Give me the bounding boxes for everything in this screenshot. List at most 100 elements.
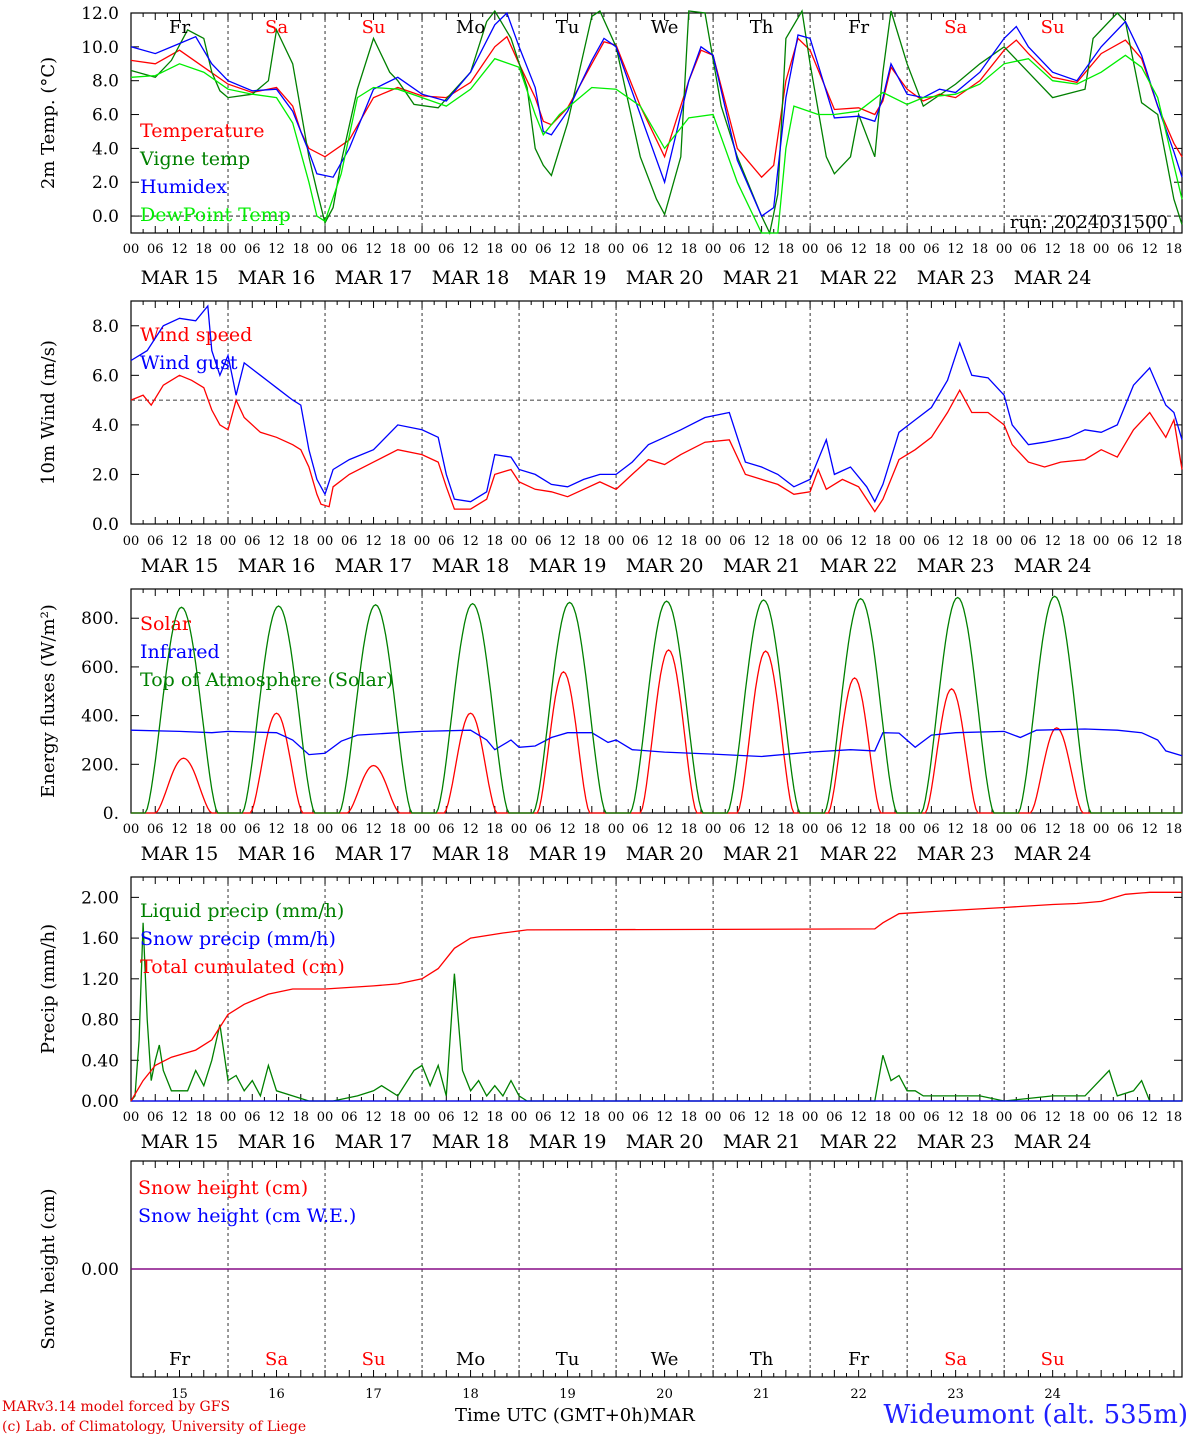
weekday-label-bottom: Tu [556, 1349, 580, 1370]
panel-3-frame [130, 588, 1183, 814]
y-tick-label: 0.0 [92, 515, 119, 535]
y-tick-label: 1.60 [81, 929, 119, 949]
hour-label: 12 [850, 534, 867, 549]
hour-label: 06 [244, 534, 261, 549]
date-label: MAR 22 [820, 555, 898, 577]
y-axis-label: Energy fluxes (W/m²) [38, 604, 59, 798]
hour-label: 00 [511, 242, 528, 257]
series-line-dewpoint-temp [130, 54, 1183, 234]
hour-label: 18 [1069, 534, 1086, 549]
model-credit: MARv3.14 model forced by GFS [2, 1399, 231, 1415]
legend-entry: Top of Atmosphere (Solar) [140, 669, 393, 691]
time-axis-label: Time UTC (GMT+0h) [455, 1405, 650, 1426]
weekday-label-bottom: Sa [265, 1349, 288, 1370]
series-line-wind-speed [130, 374, 1183, 513]
hour-label: 06 [1020, 1110, 1037, 1125]
hour-label: 00 [802, 822, 819, 837]
hour-label: 06 [923, 242, 940, 257]
hour-label: 00 [123, 822, 140, 837]
y-axis-label: 2m Temp. (°C) [38, 57, 59, 189]
hour-label: 18 [972, 534, 989, 549]
panel-2-frame [130, 300, 1183, 525]
weekday-label-bottom: Su [1041, 1349, 1065, 1370]
hour-label: 06 [244, 242, 261, 257]
hour-label: 18 [293, 822, 310, 837]
day-number-label: 16 [268, 1387, 285, 1402]
hour-label: 06 [923, 1110, 940, 1125]
weekday-label-top: Su [362, 17, 386, 38]
date-label: MAR 16 [238, 1131, 316, 1153]
hour-label: 12 [268, 1110, 285, 1125]
hour-label: 06 [147, 822, 164, 837]
hour-label: 18 [778, 534, 795, 549]
hour-label: 00 [414, 534, 431, 549]
hour-label: 18 [681, 534, 698, 549]
hour-label: 06 [632, 1110, 649, 1125]
hour-label: 18 [487, 242, 504, 257]
y-tick-label: 2.0 [92, 465, 119, 485]
hour-label: 18 [584, 242, 601, 257]
hour-label: 18 [972, 1110, 989, 1125]
hour-label: 06 [632, 242, 649, 257]
legend-entry: Vigne temp [139, 148, 250, 170]
weekday-label-bottom: Fr [848, 1349, 869, 1370]
weekday-label-top: We [651, 17, 679, 38]
y-tick-label: 600. [81, 658, 119, 678]
hour-label: 00 [220, 822, 237, 837]
weekday-label-top: Su [1041, 17, 1065, 38]
hour-label: 00 [802, 242, 819, 257]
hour-label: 00 [899, 534, 916, 549]
legend-entry: Total cumulated (cm) [140, 956, 345, 978]
day-number-label: 21 [753, 1387, 770, 1402]
y-tick-label: 2.00 [81, 888, 119, 908]
hour-label: 18 [778, 1110, 795, 1125]
hour-label: 18 [681, 242, 698, 257]
hour-label: 06 [826, 822, 843, 837]
hour-label: 06 [632, 822, 649, 837]
date-label: MAR 19 [529, 267, 607, 289]
date-label: MAR 24 [1014, 843, 1092, 865]
hour-label: 18 [293, 242, 310, 257]
legend-entry: Snow height (cm) [138, 1177, 308, 1199]
hour-label: 06 [1020, 534, 1037, 549]
date-label: MAR 21 [723, 555, 801, 577]
hour-label: 00 [802, 1110, 819, 1125]
hour-label: 12 [850, 1110, 867, 1125]
hour-label: 18 [195, 1110, 212, 1125]
y-tick-label: 800. [81, 609, 119, 629]
date-label: MAR 21 [723, 843, 801, 865]
hour-label: 12 [947, 1110, 964, 1125]
weekday-label-bottom: Th [750, 1349, 774, 1370]
hour-label: 06 [341, 242, 358, 257]
hour-label: 12 [656, 534, 673, 549]
hour-label: 06 [244, 1110, 261, 1125]
y-tick-label: 0.40 [81, 1051, 119, 1071]
hour-label: 00 [608, 1110, 625, 1125]
hour-label: 12 [559, 822, 576, 837]
date-label: MAR 15 [141, 1131, 219, 1153]
hour-label: 12 [1141, 534, 1158, 549]
date-label: MAR 20 [626, 843, 704, 865]
series-line-temperature [130, 35, 1183, 179]
hour-label: 00 [1093, 1110, 1110, 1125]
date-label: MAR 18 [432, 555, 510, 577]
hour-label: 18 [584, 534, 601, 549]
hour-label: 18 [487, 822, 504, 837]
date-label: MAR 17 [335, 555, 413, 577]
weekday-label-top: Fr [848, 17, 869, 38]
hour-label: 06 [535, 822, 552, 837]
date-label: MAR 21 [723, 1131, 801, 1153]
hour-label: 06 [826, 534, 843, 549]
date-label: MAR 24 [1014, 555, 1092, 577]
series-line-infrared [130, 728, 1183, 758]
hour-label: 18 [778, 822, 795, 837]
legend-entry: Liquid precip (mm/h) [140, 900, 344, 922]
date-label: MAR 20 [626, 267, 704, 289]
y-tick-label: 0.0 [92, 207, 119, 227]
y-tick-label: 8.0 [92, 317, 119, 337]
y-tick-label: 0.00 [81, 1092, 119, 1112]
hour-label: 18 [1166, 242, 1183, 257]
date-label: MAR 24 [1014, 1131, 1092, 1153]
weekday-label-bottom: Fr [169, 1349, 190, 1370]
date-label: MAR 17 [335, 843, 413, 865]
